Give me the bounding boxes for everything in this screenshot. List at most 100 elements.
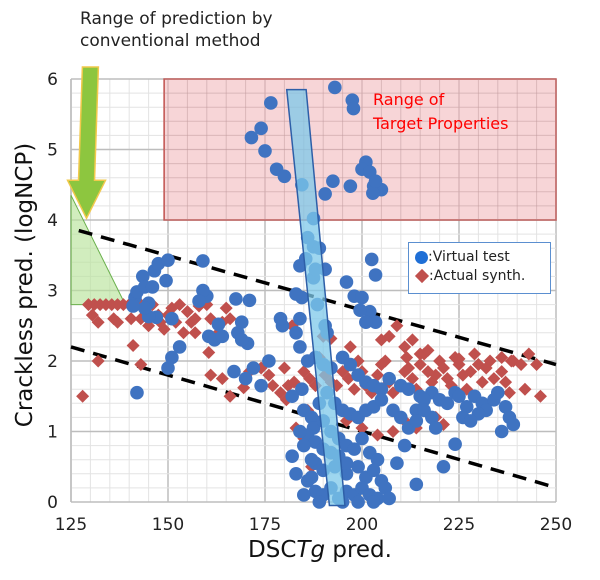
data-point-virtual-test bbox=[137, 301, 152, 315]
data-point-virtual-test bbox=[135, 269, 150, 284]
conventional-prediction-region bbox=[70, 195, 127, 306]
data-point-virtual-test bbox=[368, 315, 383, 330]
data-point-actual-synth bbox=[386, 425, 400, 438]
data-point-actual-synth bbox=[202, 346, 216, 360]
x-axis-label-prefix: DSC bbox=[248, 537, 297, 563]
data-point-virtual-test bbox=[351, 495, 365, 509]
x-axis-label-suffix: pred. bbox=[325, 537, 392, 563]
trend-lines bbox=[70, 228, 557, 489]
data-point-virtual-test bbox=[397, 438, 412, 453]
data-point-virtual-test bbox=[277, 169, 292, 184]
data-point-virtual-test bbox=[304, 452, 319, 467]
data-point-actual-synth bbox=[429, 368, 443, 382]
data-point-virtual-test bbox=[343, 357, 358, 372]
prediction-band bbox=[285, 88, 346, 507]
data-point-virtual-test bbox=[172, 340, 187, 354]
conventional-note-line-2: conventional method bbox=[80, 31, 261, 51]
data-point-virtual-test bbox=[417, 403, 431, 418]
data-point-virtual-test bbox=[297, 438, 311, 453]
data-point-virtual-test bbox=[366, 186, 380, 201]
legend-label-actual-synth: :Actual synth. bbox=[429, 268, 526, 284]
data-point-virtual-test bbox=[293, 340, 307, 354]
data-point-virtual-test bbox=[382, 491, 396, 506]
data-point-actual-synth bbox=[378, 354, 392, 368]
data-point-virtual-test bbox=[318, 187, 332, 201]
target-properties-label: Range of Target Properties bbox=[373, 88, 508, 136]
data-point-actual-synth bbox=[495, 365, 509, 379]
data-point-virtual-test bbox=[297, 488, 311, 502]
data-point-actual-synth bbox=[514, 358, 528, 372]
legend: :Virtual test :Actual synth. bbox=[408, 242, 551, 294]
conventional-arrow bbox=[66, 66, 107, 220]
y-tick-label: 6 bbox=[47, 70, 58, 90]
data-point-actual-synth bbox=[502, 386, 516, 400]
data-point-actual-synth bbox=[402, 361, 416, 375]
data-point-virtual-test bbox=[355, 431, 369, 446]
data-point-virtual-test bbox=[394, 410, 408, 425]
data-point-virtual-test bbox=[417, 392, 431, 407]
conventional-method-note: Range of prediction by conventional meth… bbox=[80, 8, 273, 52]
data-point-actual-synth bbox=[76, 389, 90, 403]
data-point-actual-synth bbox=[533, 389, 547, 403]
data-point-actual-synth bbox=[398, 340, 412, 354]
data-point-actual-synth bbox=[266, 379, 280, 393]
data-point-virtual-test bbox=[374, 382, 389, 397]
data-point-virtual-test bbox=[246, 361, 261, 375]
data-point-virtual-test bbox=[368, 268, 383, 282]
data-point-actual-synth bbox=[219, 301, 233, 315]
y-tick-label: 5 bbox=[47, 141, 58, 161]
data-point-virtual-test bbox=[244, 130, 259, 145]
target-label-line-1: Range of bbox=[373, 90, 445, 109]
data-point-virtual-test bbox=[328, 80, 342, 95]
data-point-virtual-test bbox=[339, 467, 354, 481]
data-point-virtual-test bbox=[326, 174, 340, 189]
data-point-virtual-test bbox=[339, 456, 354, 471]
data-point-virtual-test bbox=[390, 456, 404, 471]
data-point-virtual-test bbox=[215, 329, 230, 344]
data-point-actual-synth bbox=[499, 375, 513, 389]
upper-trend-line bbox=[78, 228, 557, 367]
data-point-virtual-test bbox=[463, 414, 478, 428]
data-point-actual-synth bbox=[468, 347, 482, 361]
y-tick-label: 0 bbox=[47, 493, 58, 513]
data-point-actual-synth bbox=[215, 372, 229, 386]
data-point-virtual-test bbox=[126, 299, 140, 313]
data-point-virtual-test bbox=[242, 293, 257, 308]
x-tick-label: 150 bbox=[152, 515, 184, 535]
data-point-virtual-test bbox=[229, 292, 243, 306]
data-point-virtual-test bbox=[262, 354, 276, 368]
x-tick-label: 225 bbox=[443, 515, 475, 535]
data-point-virtual-test bbox=[366, 495, 381, 509]
legend-entry-actual-synth: :Actual synth. bbox=[414, 268, 526, 284]
data-point-virtual-test bbox=[264, 96, 278, 110]
data-point-virtual-test bbox=[196, 254, 210, 268]
x-tick-label: 250 bbox=[540, 515, 572, 535]
annotation-regions bbox=[70, 78, 557, 306]
circle-marker-icon bbox=[415, 250, 428, 264]
data-point-virtual-test bbox=[293, 259, 307, 273]
data-point-virtual-test bbox=[159, 273, 173, 288]
data-point-virtual-test bbox=[409, 477, 424, 492]
data-point-virtual-test bbox=[285, 389, 299, 404]
data-point-virtual-test bbox=[289, 326, 303, 340]
data-point-virtual-test bbox=[343, 179, 358, 193]
data-point-actual-synth bbox=[134, 358, 148, 372]
data-point-virtual-test bbox=[304, 410, 319, 425]
data-point-actual-synth bbox=[91, 354, 105, 368]
data-point-virtual-test bbox=[448, 437, 462, 451]
data-point-virtual-test bbox=[312, 495, 327, 509]
target-properties-region bbox=[163, 78, 557, 221]
data-point-virtual-test bbox=[440, 396, 455, 411]
data-point-virtual-test bbox=[370, 452, 385, 467]
data-point-actual-synth bbox=[504, 354, 518, 368]
data-point-virtual-test bbox=[459, 400, 474, 414]
target-label-line-2: Target Properties bbox=[373, 114, 509, 133]
lower-trend-line bbox=[70, 345, 553, 489]
data-point-virtual-test bbox=[234, 333, 249, 347]
axis-ticks: 125 150 175 200 225 250 0 1 2 3 4 5 6 bbox=[47, 70, 572, 535]
data-point-actual-synth bbox=[400, 350, 414, 364]
data-point-actual-synth bbox=[188, 326, 202, 340]
data-point-actual-synth bbox=[390, 319, 404, 333]
data-point-actual-synth bbox=[126, 338, 140, 352]
data-point-actual-synth bbox=[413, 358, 427, 372]
